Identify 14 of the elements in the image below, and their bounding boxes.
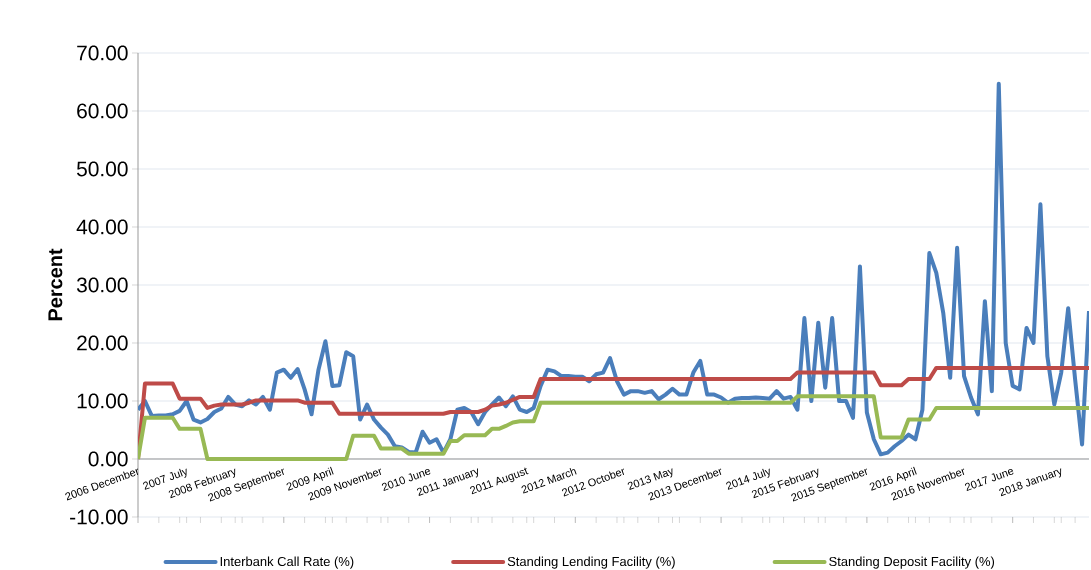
y-tick-label: 10.00 <box>77 393 128 409</box>
legend-label: Standing Deposit Facility (%) <box>829 556 995 569</box>
y-tick-label: 20.00 <box>77 335 128 351</box>
y-tick-label: 50.00 <box>76 161 128 177</box>
legend-label: Interbank Call Rate (%) <box>220 556 354 569</box>
y-tick-label: 30.00 <box>76 277 128 293</box>
y-tick-label: 60.00 <box>77 103 128 119</box>
y-tick-label: -10.00 <box>70 509 128 525</box>
y-tick-label: 40.00 <box>76 219 128 235</box>
line-series <box>138 81 1090 457</box>
y-tick-label: 0.00 <box>88 451 128 467</box>
y-tick-label: 70.00 <box>77 45 128 61</box>
y-axis-title: Percent <box>48 248 63 321</box>
legend-label: Standing Lending Facility (%) <box>507 556 675 569</box>
